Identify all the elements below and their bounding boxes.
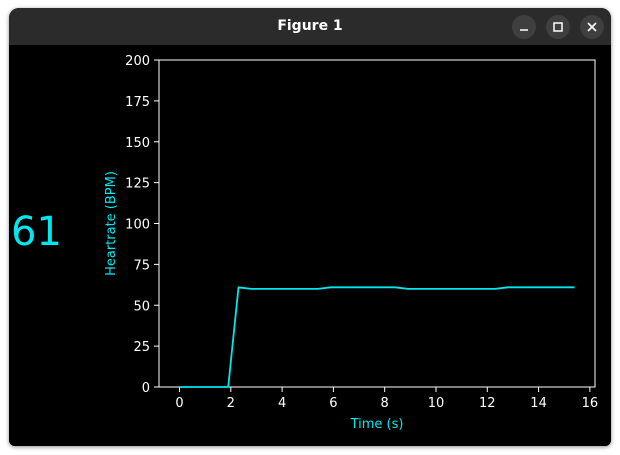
x-tick-label: 2 [227, 396, 235, 411]
y-tick-label: 100 [125, 218, 150, 233]
x-tick-label: 12 [479, 396, 496, 411]
x-tick-label: 0 [175, 396, 183, 411]
close-button[interactable] [580, 15, 604, 39]
y-axis-label: Heartrate (BPM) [104, 171, 119, 276]
minimize-icon [520, 29, 528, 31]
figure-window: Figure 1 61 0 2 4 6 8 10 12 14 16 0 25 50 75 100 125 1… [9, 8, 611, 446]
close-icon [587, 22, 597, 32]
x-tick-label: 8 [381, 396, 389, 411]
y-tick-label: 150 [125, 136, 150, 151]
x-tick-label: 14 [530, 396, 547, 411]
y-tick-label: 25 [133, 340, 150, 355]
x-tick-label: 10 [428, 396, 445, 411]
maximize-icon [553, 22, 563, 32]
y-tick-label: 0 [142, 381, 150, 396]
x-axis-label: Time (s) [350, 417, 404, 432]
x-tick-label: 4 [278, 396, 286, 411]
heartrate-chart: 0 2 4 6 8 10 12 14 16 0 25 50 75 100 125 150 175 200 Tim… [104, 54, 598, 432]
bpm-readout: 61 [11, 209, 62, 255]
minimize-button[interactable] [512, 15, 536, 39]
y-tick-label: 125 [125, 177, 150, 192]
y-tick-label: 50 [133, 299, 150, 314]
window-title: Figure 1 [277, 18, 343, 34]
x-tick-label: 16 [582, 396, 599, 411]
axes-frame [158, 59, 596, 388]
figure-canvas: 61 0 2 4 6 8 10 12 14 16 0 25 50 75 100 125 150 175 200 … [9, 45, 611, 446]
maximize-button[interactable] [546, 15, 570, 39]
x-axis-ticks: 0 2 4 6 8 10 12 14 16 [175, 387, 598, 411]
x-tick-label: 6 [329, 396, 337, 411]
y-tick-label: 75 [133, 258, 150, 273]
series-line [179, 286, 575, 388]
y-axis-ticks: 0 25 50 75 100 125 150 175 200 [125, 54, 159, 396]
title-bar[interactable]: Figure 1 [9, 8, 611, 46]
y-tick-label: 175 [125, 95, 150, 110]
y-tick-label: 200 [125, 54, 150, 69]
